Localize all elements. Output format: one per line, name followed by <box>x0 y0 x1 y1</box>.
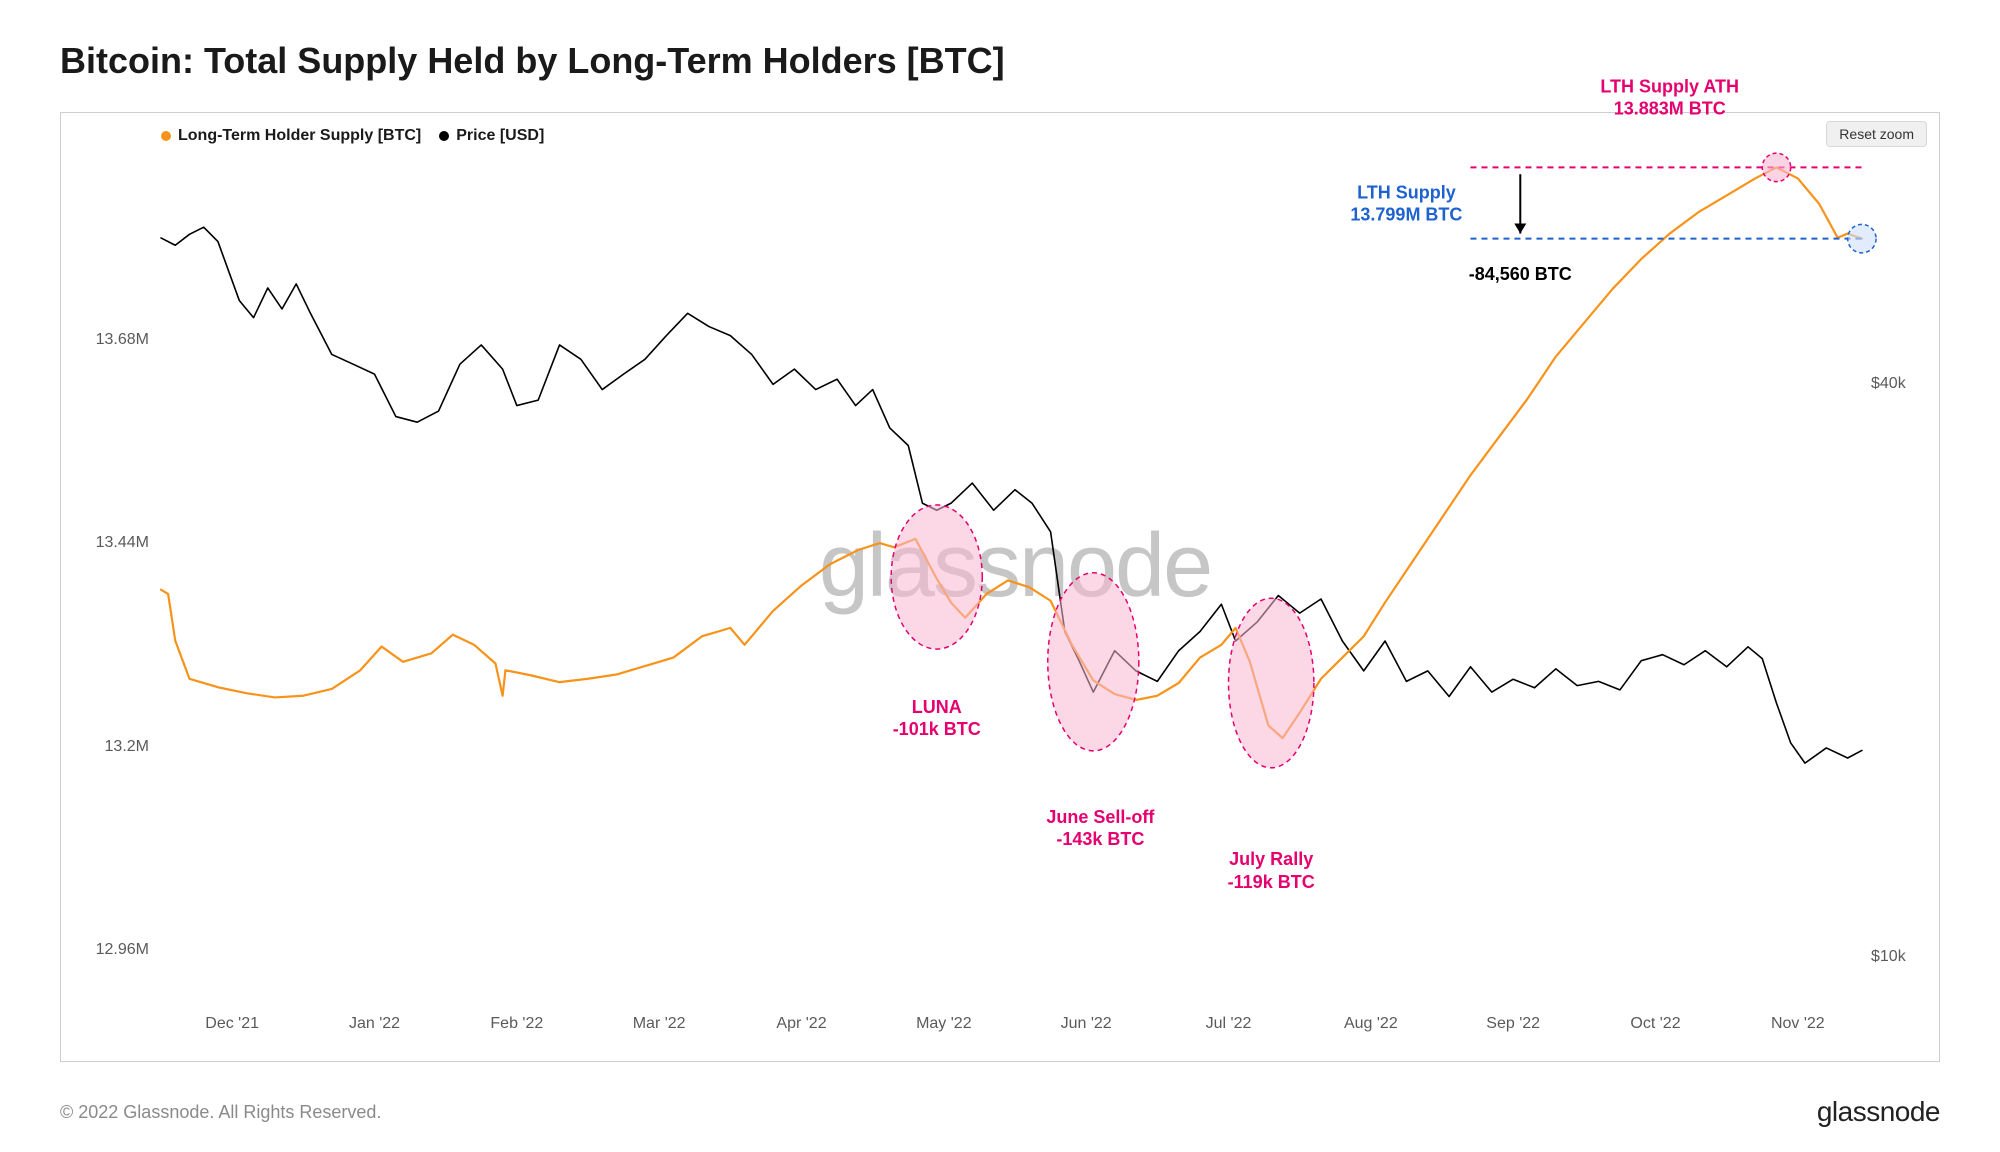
x-axis-tick: May '22 <box>916 1015 972 1033</box>
ath-label: LTH Supply ATH13.883M BTC <box>1600 75 1739 120</box>
x-axis-tick: Apr '22 <box>776 1015 826 1033</box>
chart-svg <box>161 153 1869 1001</box>
y2-axis-tick: $10k <box>1871 948 1921 966</box>
x-axis-tick: Sep '22 <box>1486 1015 1540 1033</box>
x-axis-tick: Jul '22 <box>1206 1015 1252 1033</box>
footer: © 2022 Glassnode. All Rights Reserved. g… <box>60 1096 1940 1128</box>
copyright-text: © 2022 Glassnode. All Rights Reserved. <box>60 1102 381 1123</box>
y2-axis-tick: $40k <box>1871 375 1921 393</box>
x-axis-tick: Dec '21 <box>205 1015 259 1033</box>
x-axis-tick: Oct '22 <box>1630 1015 1680 1033</box>
reset-zoom-button[interactable]: Reset zoom <box>1826 121 1927 147</box>
legend-label-price: Price [USD] <box>456 127 544 145</box>
x-axis-tick: Feb '22 <box>490 1015 543 1033</box>
x-axis-tick: Aug '22 <box>1344 1015 1398 1033</box>
event-label: LUNA-101k BTC <box>893 696 981 741</box>
brand-logo: glassnode <box>1817 1096 1940 1128</box>
y-axis-tick: 13.68M <box>79 331 149 349</box>
current-label: LTH Supply13.799M BTC <box>1350 181 1462 226</box>
legend-item-supply: Long-Term Holder Supply [BTC] <box>161 127 421 145</box>
chart-legend: Long-Term Holder Supply [BTC] Price [USD… <box>161 127 544 145</box>
x-axis-tick: Jan '22 <box>349 1015 400 1033</box>
y-axis-tick: 12.96M <box>79 941 149 959</box>
delta-label: -84,560 BTC <box>1469 263 1572 286</box>
plot-area[interactable]: glassnode LUNA-101k BTCJune Sell-off-143… <box>161 153 1869 1001</box>
legend-label-supply: Long-Term Holder Supply [BTC] <box>178 127 421 145</box>
y-axis-tick: 13.2M <box>79 738 149 756</box>
y-axis-tick: 13.44M <box>79 534 149 552</box>
x-axis-tick: Nov '22 <box>1771 1015 1825 1033</box>
event-label: July Rally-119k BTC <box>1228 848 1315 893</box>
event-label: June Sell-off-143k BTC <box>1046 806 1154 851</box>
legend-dot-supply <box>161 131 171 141</box>
legend-item-price: Price [USD] <box>439 127 544 145</box>
x-axis-tick: Mar '22 <box>633 1015 686 1033</box>
legend-dot-price <box>439 131 449 141</box>
x-axis-tick: Jun '22 <box>1061 1015 1112 1033</box>
chart-frame: Long-Term Holder Supply [BTC] Price [USD… <box>60 112 1940 1062</box>
